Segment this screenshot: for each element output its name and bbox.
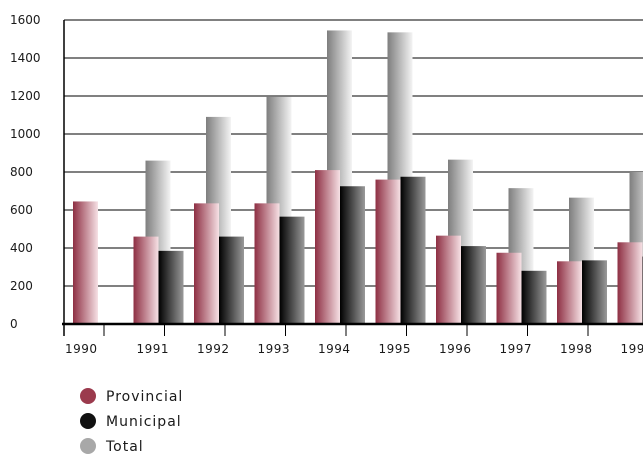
bar-municipal-1994 [340,186,365,324]
legend-label-municipal: Municipal [106,414,182,430]
x-tick-label: 1990 [65,342,98,356]
y-tick-label: 800 [10,165,33,179]
bar-provincial-1995 [376,180,401,324]
bar-provincial-1992 [194,203,219,324]
legend-marker-provincial [80,388,96,404]
x-tick-label: 1996 [439,342,472,356]
bar-municipal-1991 [159,251,184,324]
bar-municipal-1997 [522,271,547,324]
x-tick-label: 1994 [318,342,351,356]
x-tick-label: 1993 [258,342,291,356]
bar-municipal-1996 [461,246,486,324]
bar-provincial-1991 [134,237,159,324]
legend-label-total: Total [105,439,144,455]
x-tick-label: 1999 [621,342,643,356]
x-tick-label: 1991 [137,342,170,356]
bar-provincial-1993 [255,203,280,324]
bars [73,30,643,324]
y-tick-label: 1200 [10,89,41,103]
y-tick-label: 1400 [10,51,41,65]
y-tick-label: 1000 [10,127,41,141]
bar-provincial-1996 [436,236,461,324]
legend-label-provincial: Provincial [106,389,183,405]
bar-provincial-1990 [73,201,98,324]
y-tick-label: 1600 [10,13,41,27]
bar-provincial-1997 [497,253,522,324]
bar-municipal-1995 [401,177,426,324]
bar-municipal-1992 [219,237,244,324]
x-tick-label: 1998 [560,342,593,356]
x-tick-label: 1992 [197,342,230,356]
bar-municipal-1998 [582,260,607,324]
bar-municipal-1993 [280,217,305,324]
bar-provincial-1994 [315,170,340,324]
y-tick-label: 0 [10,317,18,331]
legend-marker-municipal [80,413,96,429]
x-tick-label: 1997 [500,342,533,356]
y-tick-label: 400 [10,241,33,255]
bar-provincial-1998 [557,261,582,324]
legend-marker-total [80,438,96,454]
legend: Provincial Municipal Total [80,388,183,455]
bar-provincial-1999 [618,242,643,324]
y-tick-label: 600 [10,203,33,217]
x-tick-label: 1995 [379,342,412,356]
y-tick-label: 200 [10,279,33,293]
